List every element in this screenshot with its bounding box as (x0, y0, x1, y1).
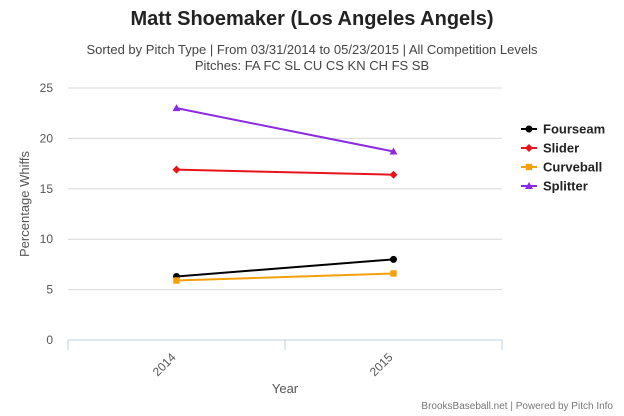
series-curveball (173, 270, 397, 284)
legend: Fourseam Slider Curveball Splitter (521, 122, 605, 194)
legend-item-curveball: Curveball (521, 160, 602, 175)
legend-label: Curveball (543, 160, 602, 175)
subtitle-line-1: Sorted by Pitch Type | From 03/31/2014 t… (86, 42, 538, 57)
data-point-curveball (390, 270, 397, 277)
series-line-fourseam (176, 258, 394, 278)
data-point-splitter (172, 104, 181, 112)
data-point-slider (172, 165, 181, 174)
legend-label: Fourseam (543, 122, 605, 137)
legend-item-splitter: Splitter (521, 179, 588, 194)
chart-title: Matt Shoemaker (Los Angeles Angels) (130, 8, 494, 30)
series-line-curveball (176, 272, 394, 282)
legend-marker (525, 163, 533, 171)
series-line-splitter (176, 107, 394, 153)
x-tick-label: 2015 (367, 350, 396, 379)
y-tick-label: 0 (46, 333, 53, 347)
data-point-slider (389, 170, 398, 179)
x-tick-label: 2014 (150, 350, 179, 379)
axes: 0 5 10 15 20 25 2014 2015 Year Percentage Whiffs (17, 81, 503, 396)
chart-subtitle: Sorted by Pitch Type | From 03/31/2014 t… (0, 42, 624, 74)
legend-label: Splitter (543, 179, 588, 194)
y-tick-label: 20 (40, 131, 54, 145)
data-point-fourseam (390, 255, 397, 263)
data-point-curveball (173, 277, 180, 284)
series-line-slider (176, 168, 394, 176)
legend-item-fourseam: Fourseam (521, 122, 605, 137)
legend-marker (525, 182, 533, 189)
y-tick-label: 5 (46, 283, 53, 297)
legend-label: Slider (543, 141, 579, 156)
series-slider (172, 165, 398, 179)
y-tick-label: 25 (40, 81, 54, 95)
series-splitter (172, 104, 398, 155)
legend-marker (525, 144, 533, 152)
series-group (172, 104, 398, 284)
legend-marker (525, 125, 533, 133)
grid-lines (68, 87, 502, 291)
subtitle-line-2: Pitches: FA FC SL CU CS KN CH FS SB (194, 58, 430, 73)
y-tick-label: 15 (40, 182, 54, 196)
legend-item-slider: Slider (521, 141, 579, 156)
data-point-splitter (389, 147, 398, 155)
credits: BrooksBaseball.net | Powered by Pitch In… (421, 401, 613, 412)
y-tick-label: 10 (40, 232, 54, 246)
x-axis-title: Year (272, 381, 299, 396)
y-axis-title: Percentage Whiffs (17, 151, 32, 257)
